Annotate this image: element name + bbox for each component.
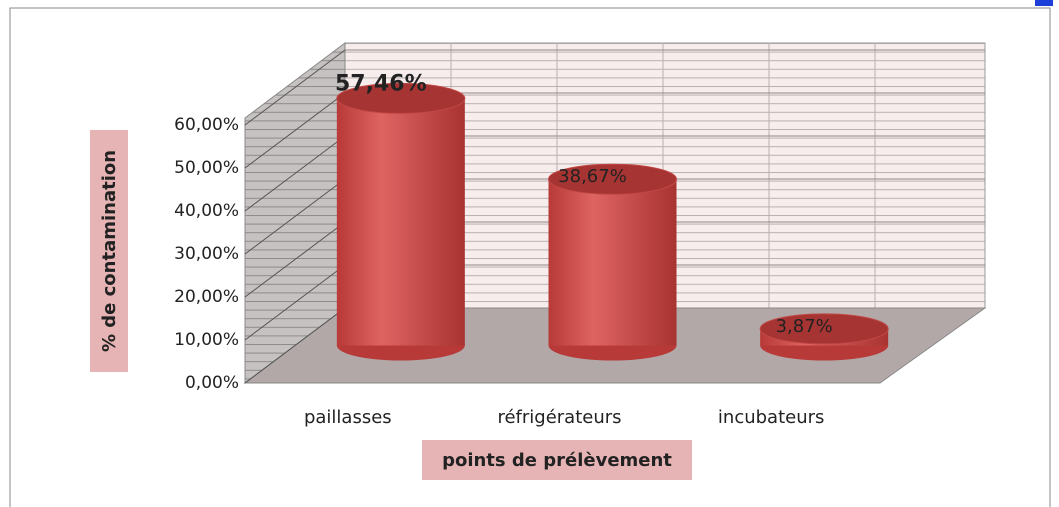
x-tick-label: paillasses	[304, 407, 392, 428]
grid-line	[244, 307, 346, 384]
y-tick-label: 0,00%	[185, 373, 239, 393]
y-tick-label: 40,00%	[174, 201, 239, 221]
corner-mark	[1035, 0, 1053, 6]
chart-border	[9, 7, 1051, 507]
bar-top	[548, 163, 677, 195]
grid-line	[244, 92, 346, 169]
grid-line	[244, 221, 346, 298]
bar	[548, 179, 677, 346]
grid-line	[244, 135, 346, 212]
grid-line	[244, 178, 346, 255]
grid-line	[244, 49, 346, 126]
x-tick-label: réfrigérateurs	[497, 407, 621, 428]
value-label: 38,67%	[558, 166, 627, 187]
grid-line	[244, 264, 346, 341]
y-axis-title: % de contamination	[99, 150, 120, 352]
x-axis-title: points de prélèvement	[442, 450, 672, 471]
bar	[336, 98, 465, 346]
y-tick-label: 50,00%	[174, 158, 239, 178]
x-title-bg	[422, 440, 692, 480]
y-tick-label: 10,00%	[174, 330, 239, 350]
y-tick-label: 60,00%	[174, 115, 239, 135]
value-label: 57,46%	[335, 71, 427, 96]
bar-top	[336, 82, 466, 114]
y-title-bg	[90, 130, 128, 372]
y-tick-label: 20,00%	[174, 287, 239, 307]
x-tick-label: incubateurs	[718, 407, 825, 428]
bar-top	[759, 313, 889, 345]
y-tick-label: 30,00%	[174, 244, 239, 264]
value-label: 3,87%	[776, 316, 833, 337]
